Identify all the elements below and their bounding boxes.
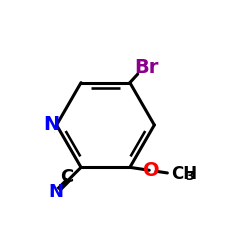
Text: CH: CH bbox=[171, 164, 197, 182]
Text: C: C bbox=[60, 168, 73, 186]
Text: N: N bbox=[43, 116, 59, 134]
Text: 3: 3 bbox=[185, 170, 194, 183]
Text: N: N bbox=[48, 183, 64, 201]
Text: Br: Br bbox=[134, 58, 158, 78]
Text: O: O bbox=[143, 161, 160, 180]
